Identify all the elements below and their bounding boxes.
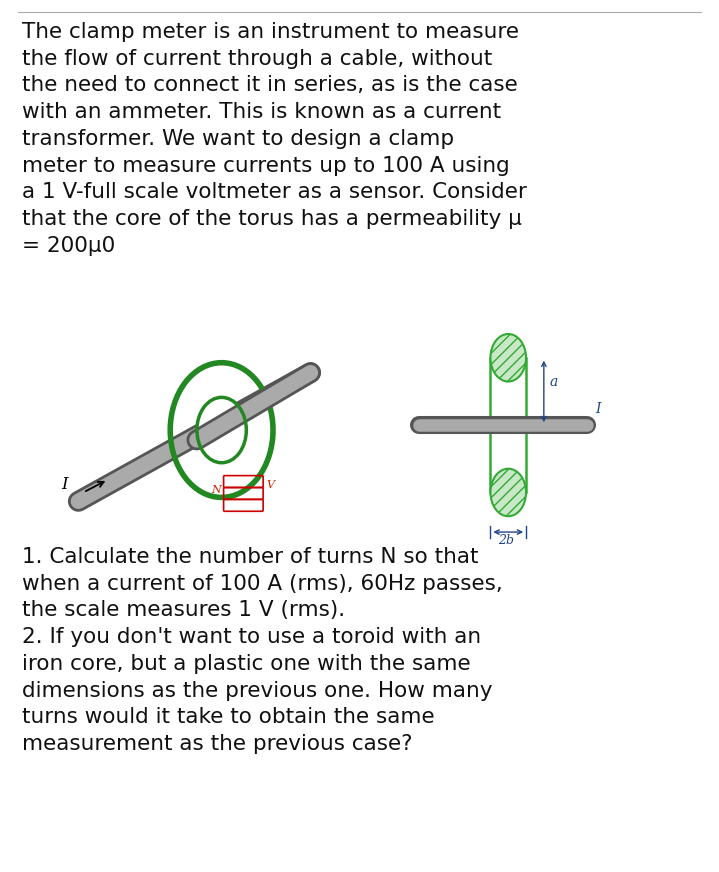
Text: 2b: 2b bbox=[498, 534, 514, 547]
Text: I: I bbox=[595, 402, 601, 416]
Ellipse shape bbox=[490, 468, 526, 516]
Ellipse shape bbox=[490, 334, 526, 382]
Text: The clamp meter is an instrument to measure
the flow of current through a cable,: The clamp meter is an instrument to meas… bbox=[22, 22, 527, 255]
Text: V: V bbox=[266, 480, 274, 489]
Text: N: N bbox=[211, 486, 221, 495]
Text: 1. Calculate the number of turns N so that
when a current of 100 A (rms), 60Hz p: 1. Calculate the number of turns N so th… bbox=[22, 547, 503, 754]
Text: I: I bbox=[62, 476, 68, 494]
Text: a: a bbox=[550, 376, 558, 390]
Ellipse shape bbox=[197, 398, 247, 463]
